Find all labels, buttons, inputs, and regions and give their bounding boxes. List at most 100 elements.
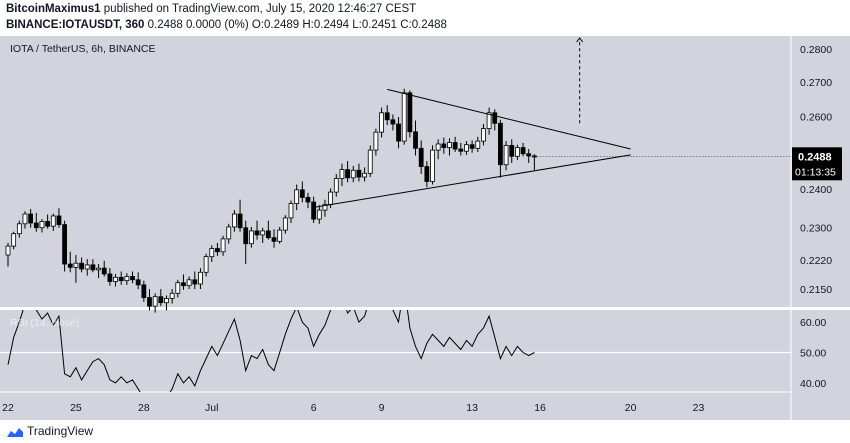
- candle-down: [407, 92, 413, 133]
- candle-up: [379, 112, 384, 133]
- candle-down: [215, 248, 220, 253]
- candle-down: [181, 282, 186, 287]
- candle-up: [481, 128, 486, 142]
- candle-down: [130, 276, 135, 281]
- candle-up: [113, 276, 118, 282]
- time-tick-label: 9: [379, 402, 385, 414]
- candle-up: [209, 248, 215, 258]
- price-tick-label: 0.2800: [800, 44, 832, 56]
- candle-down: [118, 276, 124, 282]
- candle-up: [16, 223, 22, 235]
- price-chart[interactable]: 0.2800 0.2700 0.2600 0.2400 0.2300 0.2220 0.21…: [0, 36, 850, 420]
- candle-down: [62, 224, 67, 265]
- candle-down: [498, 122, 503, 166]
- ohlc-readout: 0.2488 0.0000 (0%) O:0.2489 H:0.2494 L:0…: [147, 19, 447, 31]
- candle-down: [237, 213, 243, 229]
- candle-up: [169, 292, 175, 299]
- price-tick-label: 0.2700: [800, 77, 832, 89]
- rsi-pane-background: [0, 310, 791, 392]
- time-tick-label: 25: [70, 402, 82, 414]
- candle-down: [135, 279, 141, 286]
- target-arrowhead: [576, 37, 584, 43]
- candle-up: [84, 264, 90, 270]
- candle-up: [175, 282, 181, 294]
- price-tick-label: 0.2220: [800, 255, 832, 267]
- candle-up: [198, 271, 203, 285]
- price-pane-title: IOTA / TetherUS, 6h, BINANCE: [10, 43, 156, 55]
- candle-down: [345, 169, 351, 179]
- candle-up: [333, 178, 339, 193]
- rsi-tick-label: 40.00: [800, 378, 826, 390]
- candle-down: [413, 131, 418, 149]
- candle-up: [96, 267, 101, 271]
- candle-up: [339, 169, 345, 179]
- tradingview-logo-icon[interactable]: [6, 426, 24, 438]
- time-tick-label: 22: [2, 402, 14, 414]
- time-tick-label: 16: [534, 402, 546, 414]
- candle-down: [265, 230, 271, 239]
- candle-down: [390, 119, 396, 125]
- candle-down: [396, 123, 401, 142]
- candle-down: [90, 264, 96, 271]
- candle-up: [362, 172, 367, 178]
- candle-down: [107, 273, 113, 282]
- candle-down: [192, 279, 198, 285]
- tradingview-brand-label[interactable]: TradingView: [27, 424, 94, 438]
- current-price-label: 0.2488: [798, 151, 832, 163]
- candle-down: [469, 144, 475, 149]
- chart-header: BitcoinMaximus1 published on TradingView…: [0, 0, 850, 36]
- candle-down: [452, 142, 458, 150]
- candle-up: [486, 112, 492, 129]
- time-tick-label: 20: [625, 402, 637, 414]
- candle-up: [447, 142, 452, 148]
- candle-down: [526, 153, 532, 157]
- candle-down: [243, 227, 249, 245]
- candle-down: [458, 148, 464, 152]
- candle-up: [503, 145, 509, 166]
- candle-up: [475, 140, 481, 149]
- candle-down: [305, 197, 311, 203]
- candle-down: [509, 145, 515, 157]
- candle-up: [220, 238, 226, 253]
- rsi-line: [7, 310, 535, 392]
- candle-up: [294, 189, 300, 204]
- candle-up: [316, 209, 322, 220]
- candle-down: [254, 230, 260, 236]
- candle-down: [28, 213, 34, 224]
- time-axis-background: [0, 392, 791, 420]
- candle-down: [441, 143, 447, 148]
- price-tick-label: 0.2400: [800, 184, 832, 196]
- candle-up: [373, 131, 379, 151]
- candle-down: [299, 189, 305, 198]
- price-tick-label: 0.2150: [800, 284, 832, 296]
- candle-up: [260, 230, 266, 236]
- candle-up: [22, 213, 28, 225]
- candle-up: [226, 226, 232, 240]
- chart-footer: TradingView: [0, 420, 850, 443]
- candle-up: [328, 191, 334, 205]
- candle-up: [401, 92, 407, 142]
- candle-up: [39, 221, 45, 229]
- candle-up: [367, 149, 373, 174]
- time-tick-label: 23: [693, 402, 705, 414]
- candle-down: [418, 147, 424, 167]
- symbol-interval: BINANCE:IOTAUSDT, 360: [6, 19, 145, 31]
- candle-down: [384, 112, 390, 121]
- triangle-trendline: [387, 88, 631, 150]
- rsi-pane-title: RSI (14, close): [10, 317, 79, 329]
- candle-up: [282, 217, 288, 231]
- candle-down: [141, 284, 147, 298]
- published-text: published on TradingView.com, July 15, 2…: [103, 3, 417, 15]
- candle-down: [520, 147, 526, 155]
- candle-up: [152, 296, 158, 307]
- candle-up: [430, 149, 435, 182]
- price-axis-background: [791, 36, 850, 420]
- candle-down: [56, 215, 62, 225]
- candle-up: [277, 229, 283, 242]
- price-tick-label: 0.2600: [800, 111, 832, 123]
- candle-up: [515, 147, 520, 157]
- author-name[interactable]: BitcoinMaximus1: [6, 3, 101, 15]
- candle-up: [248, 230, 254, 245]
- candle-down: [67, 263, 73, 268]
- candle-up: [124, 276, 130, 282]
